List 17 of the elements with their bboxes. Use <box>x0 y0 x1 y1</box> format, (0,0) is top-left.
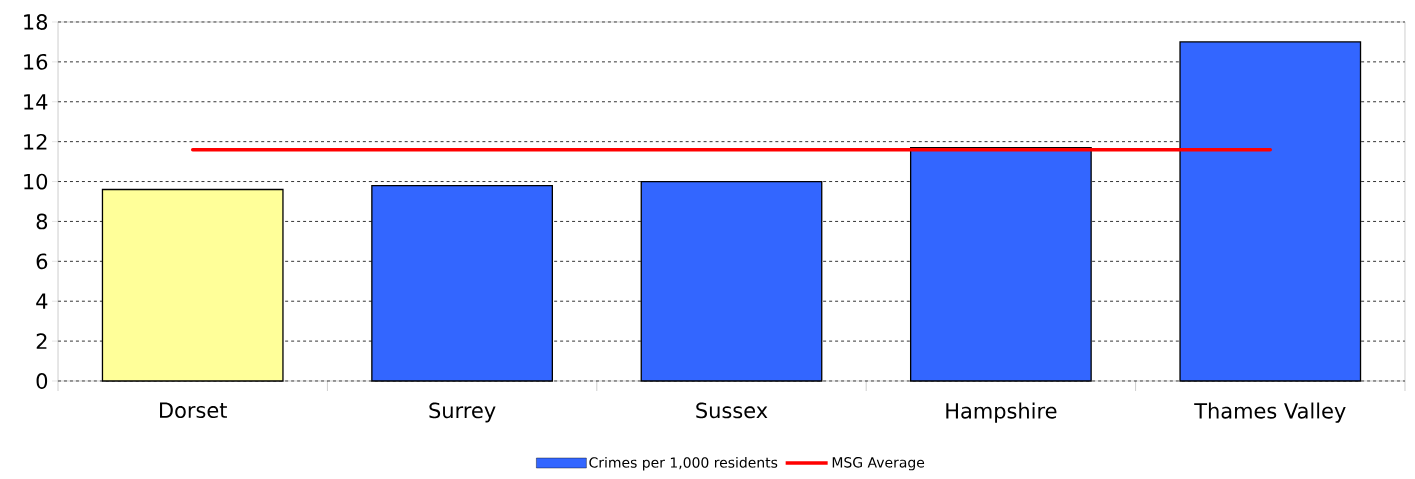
y-tick-label: 8 <box>36 213 48 230</box>
y-tick-label: 10 <box>24 173 48 190</box>
y-tick-label: 4 <box>36 293 48 309</box>
x-tick-label: Surrey <box>429 402 496 423</box>
y-tick-label: 12 <box>24 133 47 150</box>
y-tick-label: 0 <box>36 373 48 389</box>
legend-label: Crimes per 1,000 residents <box>589 456 778 471</box>
y-tick-label: 14 <box>24 94 48 110</box>
x-tick-label: Dorset <box>160 402 227 419</box>
y-tick-label: 2 <box>36 333 47 349</box>
x-tick-label: Sussex <box>696 402 768 419</box>
y-tick-label: 16 <box>24 53 48 70</box>
y-tick-label: 18 <box>24 14 48 30</box>
x-tick-label: Thames Valley <box>1194 402 1346 423</box>
y-tick-label: 6 <box>36 253 48 270</box>
x-tick-label: Hampshire <box>946 402 1057 423</box>
legend-label: MSG Average <box>832 457 925 471</box>
